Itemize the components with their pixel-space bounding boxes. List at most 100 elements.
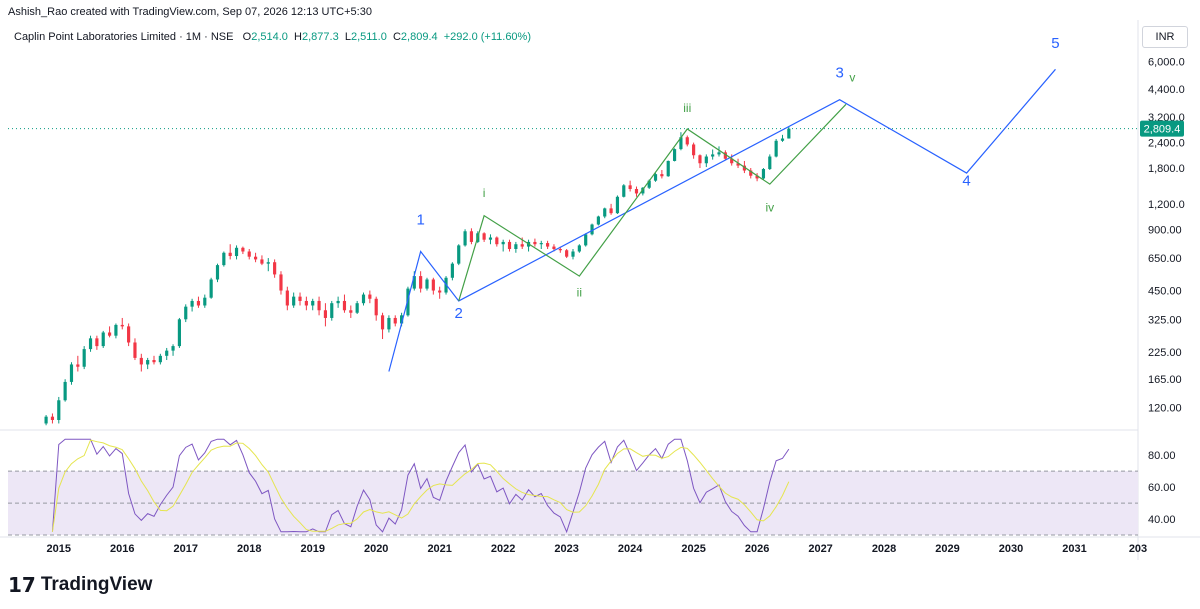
candle-body [336,300,340,304]
rsi-tick-label: 40.00 [1148,514,1176,526]
candle-body [571,251,575,257]
candle-body [368,294,372,299]
candle-body [469,231,474,242]
candle-body [184,306,188,320]
minor-wave-label: iv [765,201,774,215]
candle-body [495,237,499,245]
price-tick-label: 4,400.0 [1148,84,1185,96]
minor-wave-label: i [483,186,486,200]
candle-body [552,246,556,250]
candle-body [533,241,537,245]
price-tick-label: 120.00 [1148,402,1182,414]
symbol-name: Caplin Point Laboratories Limited · 1M ·… [14,31,234,43]
candle-body [565,250,569,257]
tradingview-wordmark: TradingView [40,574,153,595]
major-wave-label: 3 [835,65,843,82]
rsi-tick-label: 80.00 [1148,450,1176,462]
candle-body [431,279,435,291]
time-tick-label: 2030 [999,543,1023,555]
candle-body [622,185,626,197]
candle-body [107,332,112,336]
candle-body [761,169,766,179]
candle-body [152,360,156,363]
candle-body [101,332,105,347]
low-label: L [344,31,351,43]
major-wave-label: 5 [1051,35,1059,52]
candle-body [304,300,308,306]
candle-body [317,300,321,311]
candle-body [285,290,289,306]
candle-body [190,300,194,307]
candle-body [647,180,651,188]
high-label: H [294,31,302,43]
candle-body [215,265,220,280]
candle-body [768,156,772,170]
candle-body [438,290,442,293]
candle-body [234,247,239,257]
attribution-text: Ashish_Rao created with TradingView.com,… [8,6,372,18]
price-tick-label: 6,000.0 [1148,57,1185,69]
time-tick-label: 2031 [1062,543,1086,555]
chart-area[interactable]: 6,000.0 4,400.0 3,200.0 2,400.0 1,800.0 1,200… [0,0,1200,560]
candle-body [755,175,759,179]
candle-body [711,154,715,157]
candle-body [196,300,201,306]
minor-wave-label: ii [577,286,582,300]
candle-body [127,326,131,343]
candle-body [209,279,213,298]
tradingview-logo[interactable]: 𝟭𝟳 TradingView [8,573,152,597]
candle-body [488,237,493,240]
candle-body [88,338,93,350]
time-tick-label: 2019 [300,543,324,555]
candle-body [704,156,708,164]
candle-body [419,276,423,289]
time-tick-label: 2023 [554,543,578,555]
candle-body [380,315,385,330]
time-tick-label: 2027 [808,543,832,555]
candle-body [450,263,454,278]
candle-body [203,297,207,306]
candle-body [736,163,740,166]
candle-body [774,140,778,157]
price-tick-label: 650.00 [1148,253,1182,265]
time-tick-label: 2016 [110,543,134,555]
candle-body [120,324,124,327]
time-tick-label: 2028 [872,543,896,555]
price-tick-label: 900.00 [1148,224,1182,236]
candle-body [634,188,639,194]
candle-body [292,296,296,306]
candle-body [133,342,137,358]
candle-body [482,233,486,240]
currency-button[interactable]: INR [1142,26,1188,48]
candle-body [698,155,702,164]
candle-body [666,160,670,177]
candle-body [374,298,378,316]
time-tick-label: 2025 [681,543,705,555]
price-tick-label: 1,800.0 [1148,163,1185,175]
candle-body [253,256,258,260]
candle-body [114,324,118,336]
price-tick-label: 165.00 [1148,374,1182,386]
price-chart-svg[interactable]: 6,000.04,400.03,200.02,400.01,800.01,200… [0,0,1200,560]
high-value: 2,877.3 [302,31,339,43]
close-label: C [392,31,401,43]
time-tick-label: 203 [1129,543,1147,555]
candle-body [787,128,791,139]
time-tick-label: 2021 [427,543,451,555]
candle-body [679,137,683,150]
candle-body [330,303,334,318]
minor-wave-label: iii [683,101,691,115]
candle-body [723,152,727,159]
candle-body [266,262,270,264]
candle-body [177,319,181,347]
candle-body [323,310,328,318]
last-price-badge [1140,120,1184,137]
candle-body [692,144,696,156]
candle-body [780,138,785,141]
candle-body [57,400,61,421]
candle-body [749,170,753,176]
candle-body [44,416,48,424]
close-value: 2,809.4 [400,31,438,43]
candle-body [247,251,251,257]
candle-body [387,317,391,330]
